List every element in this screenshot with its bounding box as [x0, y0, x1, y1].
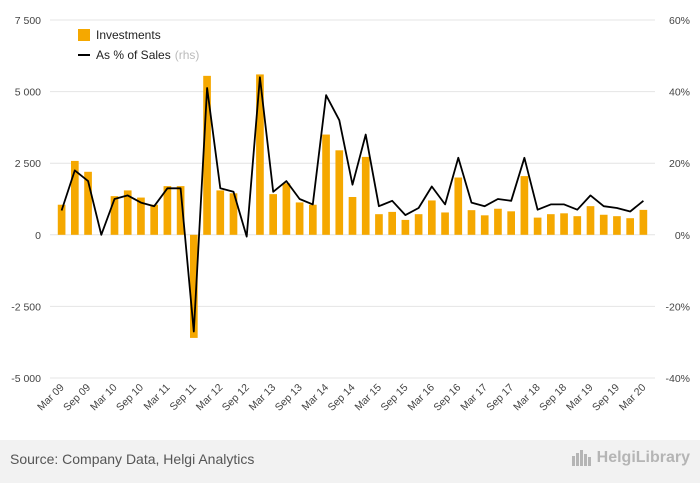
- investment-bar: [282, 183, 291, 235]
- legend-swatch-sales-percent: [78, 54, 90, 56]
- chart-area: -5 000 -2 500 0 2 500 5 000 7 500 -40% -20% 0% 2…: [11, 15, 690, 414]
- investment-bar: [308, 204, 317, 235]
- brand-logo: HelgiLibrary: [571, 448, 690, 468]
- investment-bar: [375, 214, 383, 235]
- legend-note-rhs: (rhs): [174, 48, 200, 62]
- investment-bar: [401, 219, 410, 235]
- right-tick-label: 20%: [669, 158, 690, 170]
- investment-bar: [137, 197, 145, 235]
- investment-bar: [613, 216, 621, 235]
- x-tick-label: Mar 19: [564, 382, 596, 414]
- investment-bar: [441, 212, 449, 235]
- investment-bar: [520, 176, 529, 235]
- left-tick-label: 5 000: [15, 87, 41, 99]
- x-tick-label: Sep 17: [484, 382, 516, 414]
- x-tick-label: Mar 20: [617, 382, 649, 414]
- x-tick-label: Sep 19: [590, 382, 622, 414]
- x-tick-label: Mar 09: [35, 382, 67, 414]
- x-tick-label: Sep 09: [61, 382, 93, 414]
- investment-bar: [295, 202, 304, 235]
- left-tick-label: 0: [35, 230, 41, 242]
- right-tick-label: -40%: [665, 373, 690, 385]
- legend-item-investments: Investments: [78, 28, 161, 42]
- investment-bar: [57, 204, 66, 235]
- x-tick-label: Mar 11: [141, 382, 172, 413]
- investment-bar: [454, 177, 463, 235]
- investment-bar: [427, 200, 436, 235]
- x-tick-label: Sep 13: [273, 382, 305, 414]
- x-tick-label: Mar 12: [194, 382, 226, 414]
- sales-percent-series-line: [60, 76, 644, 333]
- x-tick-label: Sep 11: [167, 382, 199, 414]
- investment-bar: [176, 186, 185, 235]
- sales-percent-line: [60, 76, 644, 333]
- investment-bar: [216, 190, 225, 235]
- legend-label-sales-percent: As % of Sales: [96, 48, 171, 62]
- investment-bar: [388, 211, 397, 235]
- left-axis: -5 000 -2 500 0 2 500 5 000 7 500: [11, 15, 41, 385]
- investment-bar: [639, 209, 648, 235]
- investment-bar: [348, 196, 357, 235]
- right-tick-label: 0%: [675, 230, 690, 242]
- legend-label-investments: Investments: [96, 28, 161, 42]
- legend-item-sales-percent: As % of Sales (rhs): [78, 48, 199, 62]
- x-tick-label: Sep 14: [326, 382, 358, 414]
- investment-bar: [123, 190, 132, 235]
- right-tick-label: 40%: [669, 87, 690, 99]
- investment-bar: [414, 214, 423, 235]
- right-tick-label: -20%: [665, 301, 690, 313]
- left-tick-label: 7 500: [15, 15, 41, 27]
- x-tick-label: Mar 16: [405, 382, 437, 414]
- investment-bar: [573, 216, 582, 235]
- left-tick-label: 2 500: [15, 158, 41, 170]
- x-tick-label: Sep 10: [114, 382, 146, 414]
- investment-bar: [480, 215, 489, 235]
- investment-bar: [229, 193, 238, 235]
- investment-bar: [507, 211, 516, 235]
- investment-bar: [110, 196, 119, 235]
- investment-bar: [586, 206, 595, 235]
- investment-bar: [560, 213, 568, 235]
- x-tick-label: Mar 13: [247, 382, 279, 414]
- investment-bar: [70, 160, 79, 235]
- investment-bar: [189, 234, 198, 338]
- legend-swatch-investments: [78, 29, 90, 41]
- investment-bar: [256, 74, 264, 235]
- investment-bar: [269, 194, 278, 235]
- investment-bar: [322, 134, 330, 235]
- left-tick-label: -5 000: [11, 373, 41, 385]
- investment-bar: [533, 217, 542, 235]
- x-tick-label: Sep 12: [220, 382, 252, 414]
- x-tick-label: Sep 16: [431, 382, 463, 414]
- x-tick-label: Mar 10: [88, 382, 120, 414]
- brand-name: HelgiLibrary: [596, 449, 690, 466]
- right-tick-label: 60%: [669, 15, 690, 27]
- x-tick-label: Sep 15: [378, 382, 410, 414]
- investment-bar: [361, 156, 370, 235]
- right-axis: -40% -20% 0% 20% 40% 60%: [665, 15, 690, 385]
- investment-bar: [335, 150, 344, 235]
- investment-bars: [57, 74, 648, 338]
- x-tick-label: Mar 15: [352, 382, 384, 414]
- investment-bar: [163, 186, 172, 235]
- x-tick-label: Sep 18: [537, 382, 569, 414]
- left-tick-label: -2 500: [11, 301, 41, 313]
- investment-bar: [84, 171, 92, 235]
- investment-bar: [599, 214, 608, 235]
- investment-bar: [150, 204, 159, 235]
- footer: Source: Company Data, Helgi Analytics He…: [0, 440, 700, 483]
- source-text: Source: Company Data, Helgi Analytics: [10, 451, 255, 467]
- x-tick-label: Mar 17: [458, 382, 490, 414]
- x-tick-label: Mar 18: [511, 382, 543, 414]
- investment-bar: [626, 218, 635, 235]
- investment-bar: [546, 214, 555, 235]
- investment-bar: [494, 208, 502, 235]
- x-tick-label: Mar 14: [300, 382, 332, 414]
- investment-bar: [467, 210, 476, 235]
- investment-bar: [203, 75, 211, 235]
- library-icon: [571, 450, 591, 466]
- chart-svg: -5 000 -2 500 0 2 500 5 000 7 500 -40% -20% 0% 2…: [11, 15, 690, 414]
